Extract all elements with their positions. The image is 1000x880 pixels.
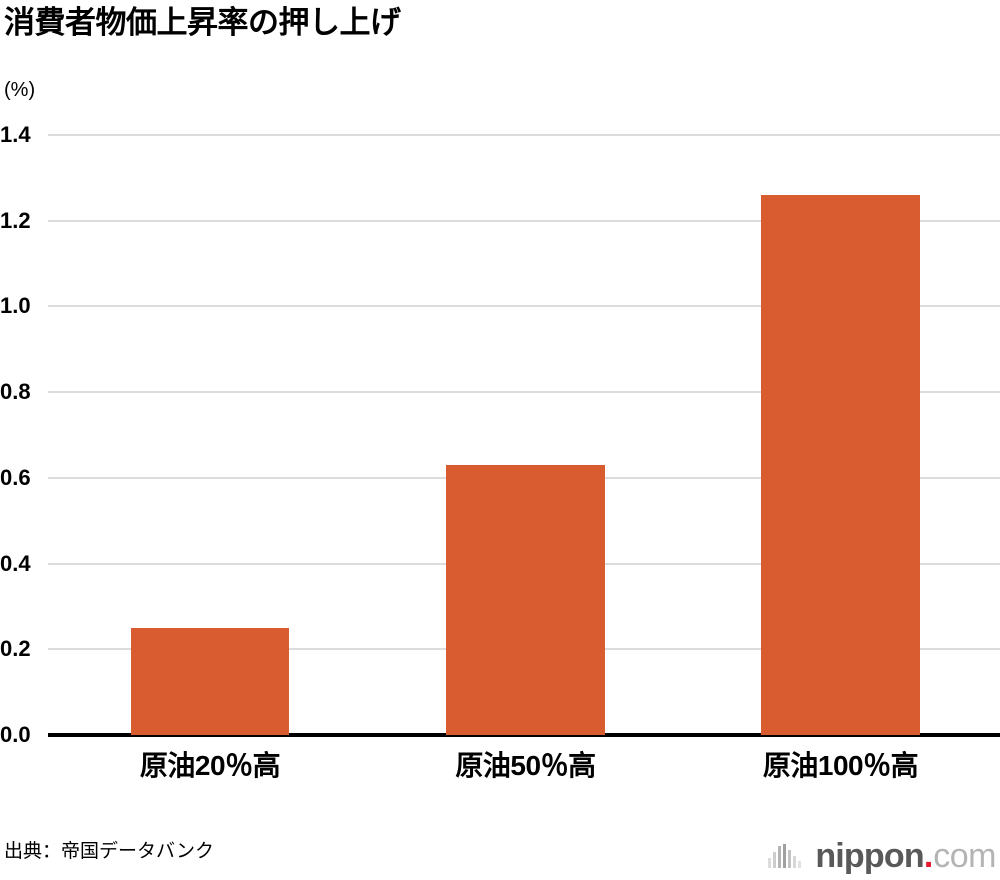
gridline bbox=[48, 219, 1000, 222]
y-tick-label: 0.0 bbox=[0, 722, 31, 747]
nippon-com-logo[interactable]: nippon . com bbox=[768, 836, 996, 876]
source-note: 出典：帝国データバンク bbox=[4, 841, 214, 862]
y-tick-label: 0.6 bbox=[0, 464, 31, 490]
y-tick-label: 0.4 bbox=[0, 550, 31, 576]
brand-dot: . bbox=[923, 837, 934, 875]
y-tick-label: 1.0 bbox=[0, 293, 31, 319]
x-axis-baseline bbox=[48, 733, 1000, 737]
y-tick-label: 0.2 bbox=[0, 636, 31, 662]
brand-tld: com bbox=[933, 837, 996, 875]
bar[interactable] bbox=[131, 627, 289, 735]
bar-series bbox=[0, 135, 1000, 735]
gridline bbox=[48, 305, 1000, 308]
y-tick-label: 0.8 bbox=[0, 379, 31, 405]
brand-name: nippon bbox=[815, 837, 924, 875]
soundwave-icon bbox=[768, 844, 803, 868]
y-axis-unit-label: (%) bbox=[4, 79, 36, 101]
page-title: 消費者物価上昇率の押し上げ bbox=[4, 5, 401, 40]
bar[interactable] bbox=[446, 465, 605, 735]
y-tick-label: 1.2 bbox=[0, 207, 31, 233]
bar[interactable] bbox=[761, 195, 920, 735]
gridline bbox=[48, 391, 1000, 394]
y-tick-label: 1.4 bbox=[0, 122, 31, 147]
gridline bbox=[48, 134, 1000, 136]
x-tick-label: 原油20％高 bbox=[139, 750, 281, 781]
x-tick-label: 原油100％高 bbox=[762, 750, 919, 781]
x-tick-label: 原油50％高 bbox=[455, 750, 596, 781]
